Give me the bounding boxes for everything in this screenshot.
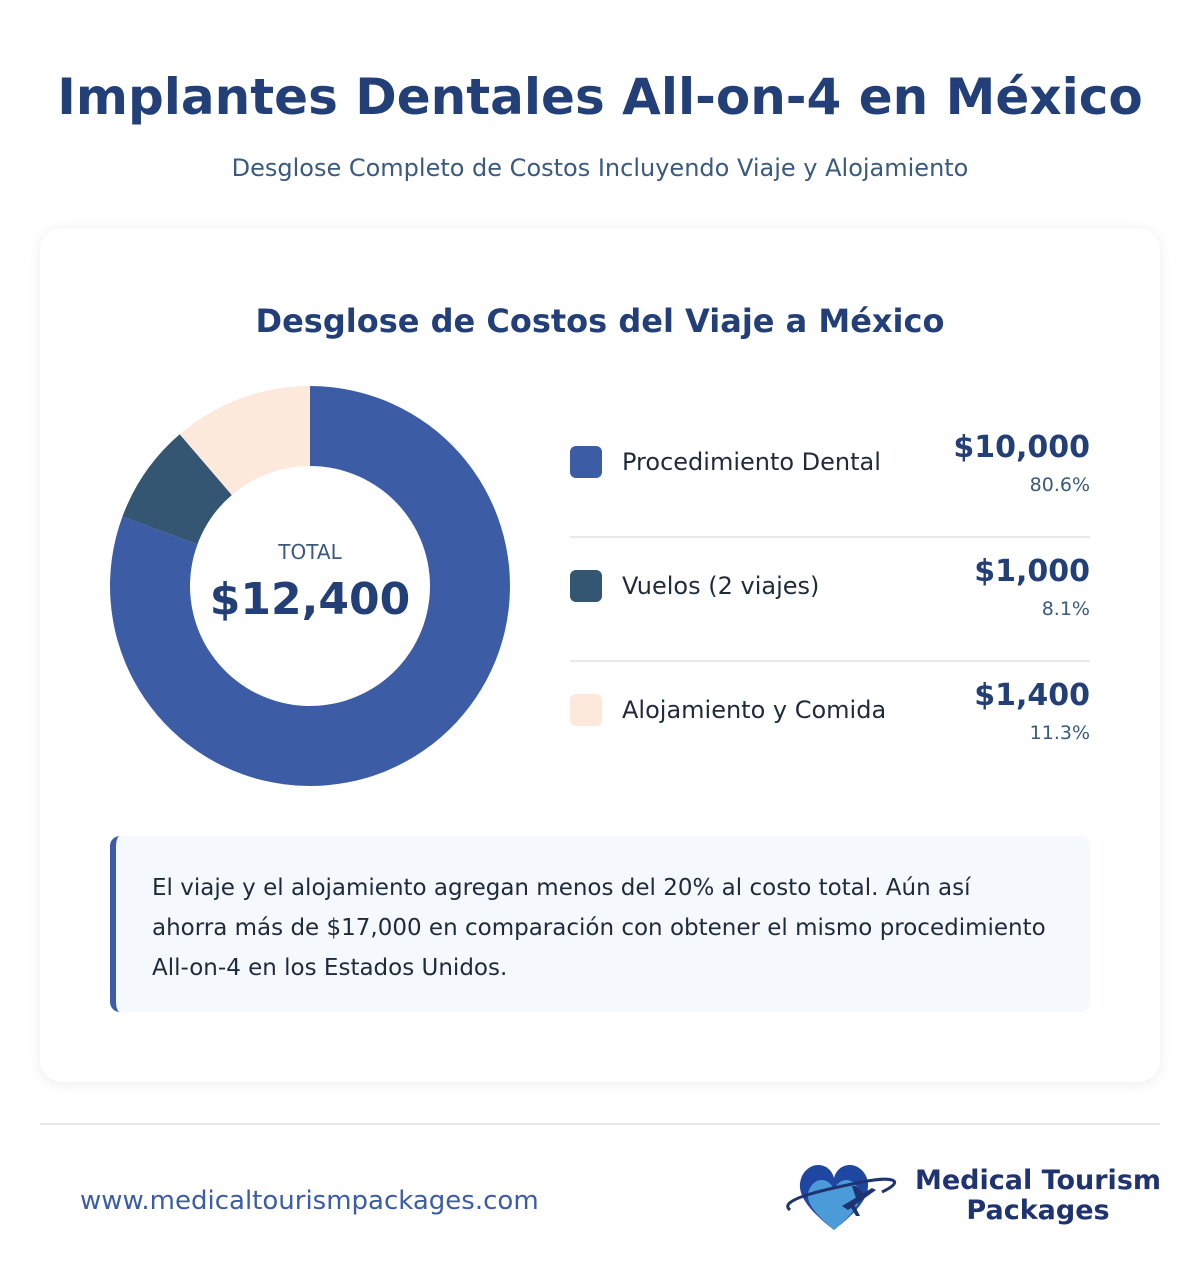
page-title: Implantes Dentales All-on-4 en México [57,68,1143,126]
chart-title: Desglose de Costos del Viaje a México [255,302,945,340]
legend-percent: 80.6% [1029,474,1090,496]
heart-plane-logo-icon [786,1164,897,1230]
donut-slice [110,386,510,786]
donut-center-label: TOTAL [278,540,342,564]
legend-swatch [570,570,602,602]
legend-label: Vuelos (2 viajes) [622,572,820,600]
info-note: El viaje y el alojamiento agregan menos … [110,836,1090,1012]
chart-card: Desglose de Costos del Viaje a México TO… [40,228,1160,1082]
legend-swatch [570,694,602,726]
legend: Procedimiento Dental $10,000 80.6% Vuelo… [570,414,1090,786]
legend-percent: 8.1% [1041,598,1090,620]
donut-slice [179,386,310,495]
legend-item: Procedimiento Dental $10,000 80.6% [570,414,1090,538]
page-subtitle: Desglose Completo de Costos Incluyendo V… [231,154,969,182]
logo-line-2: Packages [966,1195,1110,1226]
donut-center-value: $12,400 [209,574,411,625]
legend-percent: 11.3% [1029,722,1090,744]
logo-line-1: Medical Tourism [915,1165,1162,1196]
legend-item: Alojamiento y Comida $1,400 11.3% [570,662,1090,786]
footer-divider [40,1123,1160,1125]
logo-text: Medical Tourism Packages [915,1166,1161,1226]
donut-slice [122,434,232,545]
donut-chart [110,386,510,786]
legend-label: Alojamiento y Comida [622,696,887,724]
legend-item: Vuelos (2 viajes) $1,000 8.1% [570,538,1090,662]
website-link[interactable]: www.medicaltourismpackages.com [80,1186,539,1216]
legend-amount: $1,400 [974,678,1090,713]
legend-amount: $10,000 [953,430,1090,465]
legend-swatch [570,446,602,478]
legend-label: Procedimiento Dental [622,448,881,476]
legend-amount: $1,000 [974,554,1090,589]
